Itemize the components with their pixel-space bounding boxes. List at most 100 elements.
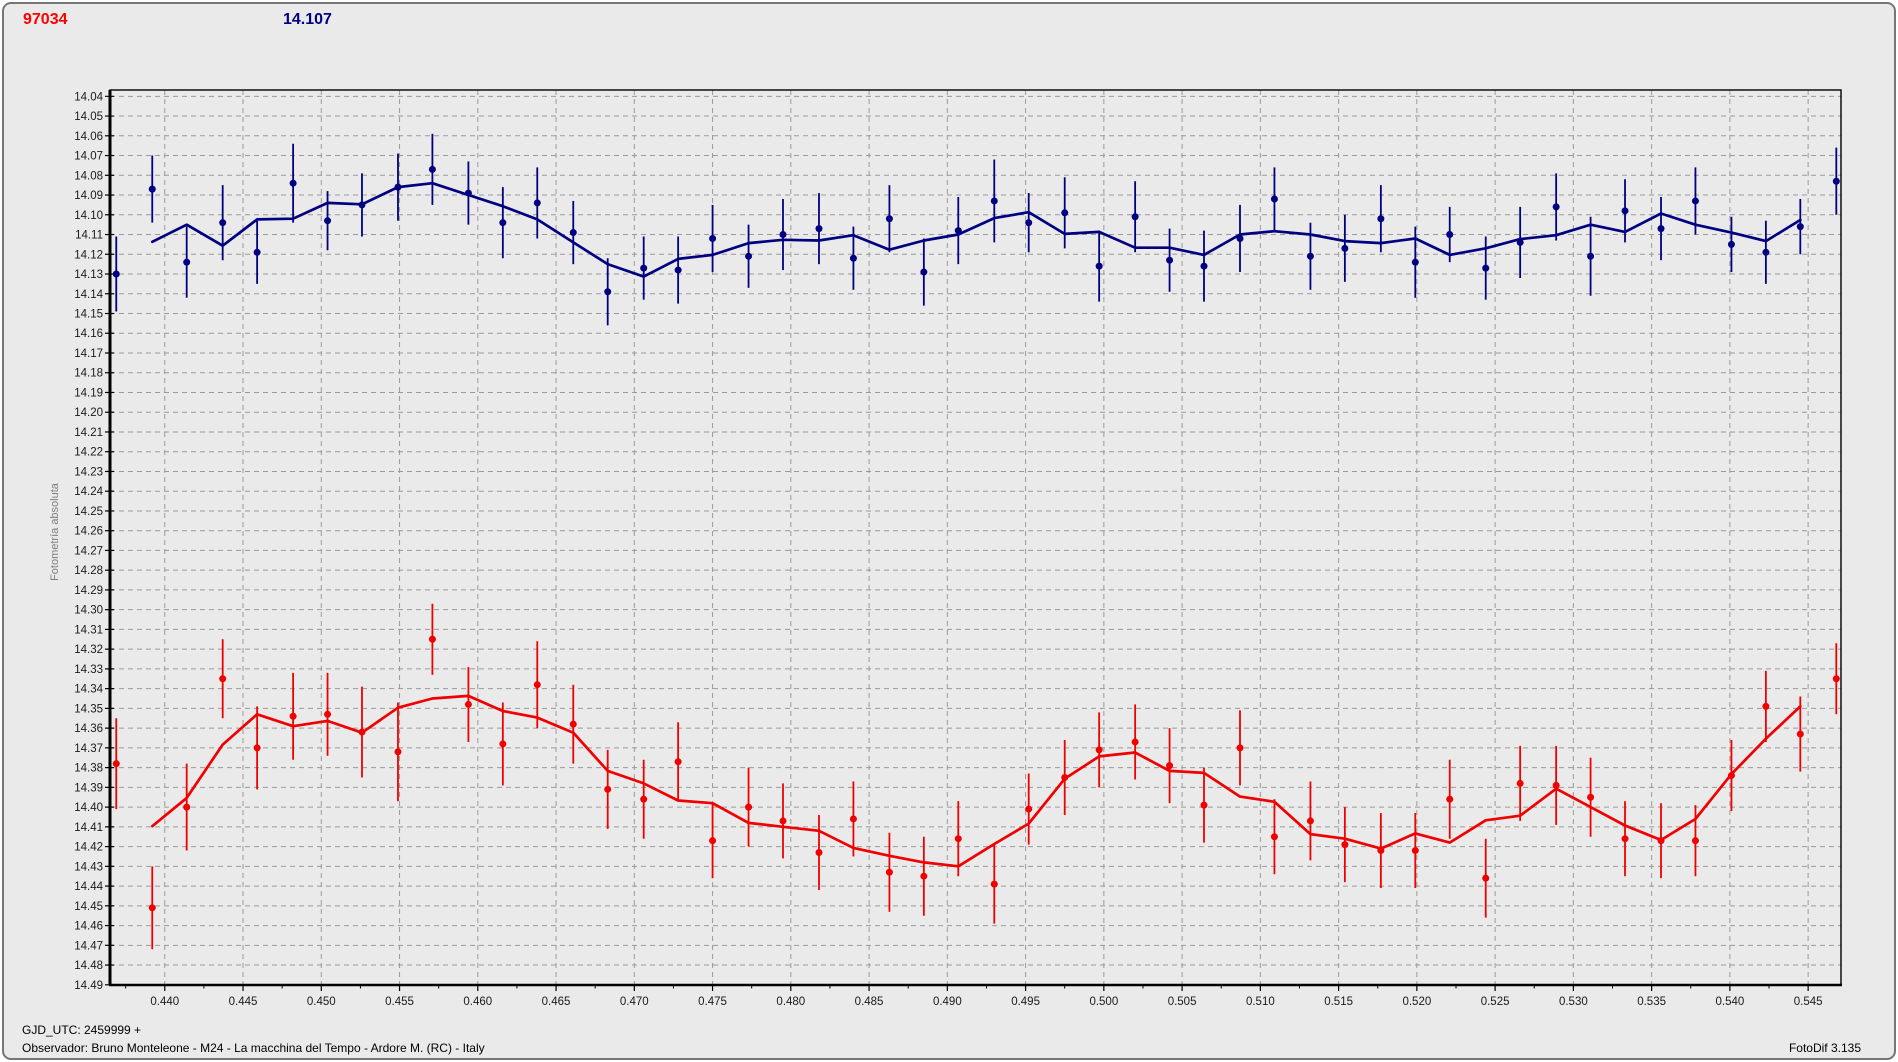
footer-observer: Observador: Bruno Monteleone - M24 - La … xyxy=(22,1041,485,1055)
y-tick-label: 14.11 xyxy=(75,230,103,242)
blue-data-point xyxy=(640,264,648,272)
y-tick-label: 14.34 xyxy=(74,684,103,696)
blue-data-point xyxy=(1131,213,1139,221)
y-tick-label: 14.13 xyxy=(74,269,103,281)
blue-data-point xyxy=(1166,256,1174,264)
y-tick-label: 14.44 xyxy=(74,881,103,893)
y-tick-label: 14.30 xyxy=(74,605,103,617)
x-tick-label: 0.540 xyxy=(1715,996,1744,1008)
red-data-point xyxy=(1236,744,1244,752)
grid-layer xyxy=(110,90,1841,986)
x-tick-label: 0.475 xyxy=(698,996,727,1008)
y-tick-label: 14.40 xyxy=(74,802,103,814)
blue-data-point xyxy=(1306,252,1314,260)
y-tick-label: 14.42 xyxy=(74,842,103,854)
blue-data-point xyxy=(1691,197,1699,205)
red-data-point xyxy=(1832,675,1840,683)
blue-data-point xyxy=(1482,264,1490,272)
blue-data-point xyxy=(289,179,297,187)
red-data-point xyxy=(920,872,928,880)
blue-data-point xyxy=(815,225,823,233)
blue-series-trend-line xyxy=(150,181,1802,278)
blue-data-point xyxy=(885,215,893,223)
y-tick-label: 14.31 xyxy=(74,624,103,636)
red-data-point xyxy=(709,837,717,845)
blue-data-point xyxy=(709,234,717,242)
red-series-error-bars xyxy=(115,603,1838,950)
footer-app-version: FotoDif 3.135 xyxy=(1788,1041,1861,1055)
blue-data-point xyxy=(1762,248,1770,256)
x-tick-label: 0.505 xyxy=(1168,996,1197,1008)
red-data-point xyxy=(1025,805,1033,813)
y-axis-title: Fotometría absoluta xyxy=(49,483,61,581)
y-tick-label: 14.43 xyxy=(74,861,103,873)
object-id-label: 97034 xyxy=(23,11,68,28)
red-data-point xyxy=(1762,702,1770,710)
y-tick-label: 14.07 xyxy=(74,151,103,163)
red-data-point xyxy=(640,795,648,803)
mean-magnitude-label: 14.107 xyxy=(283,11,332,28)
red-series-points xyxy=(112,635,1840,912)
blue-data-point xyxy=(1377,215,1385,223)
y-tick-label: 14.29 xyxy=(74,585,103,597)
red-data-point xyxy=(1411,847,1419,855)
red-data-point xyxy=(1341,841,1349,849)
red-data-point xyxy=(569,720,577,728)
y-tick-label: 14.22 xyxy=(74,447,103,459)
red-data-point xyxy=(604,785,612,793)
y-tick-label: 14.26 xyxy=(74,526,103,538)
y-tick-label: 14.39 xyxy=(74,782,103,794)
red-data-point xyxy=(148,904,156,912)
y-tick-label: 14.24 xyxy=(74,486,103,498)
x-tick-label: 0.515 xyxy=(1324,996,1353,1008)
y-tick-label: 14.27 xyxy=(74,545,103,557)
x-tick-label: 0.470 xyxy=(620,996,649,1008)
red-data-point xyxy=(674,758,682,766)
red-data-point xyxy=(1482,874,1490,882)
y-tick-label: 14.33 xyxy=(74,664,103,676)
blue-data-point xyxy=(183,258,191,266)
blue-data-point xyxy=(112,270,120,278)
y-tick-label: 14.18 xyxy=(74,368,103,380)
red-data-point xyxy=(1306,817,1314,825)
red-data-point xyxy=(1095,746,1103,754)
blue-data-point xyxy=(1727,240,1735,248)
y-tick-label: 14.06 xyxy=(74,131,103,143)
y-tick-label: 14.15 xyxy=(74,309,103,321)
y-tick-label: 14.35 xyxy=(74,703,103,715)
blue-series-points xyxy=(112,165,1840,296)
blue-data-point xyxy=(1411,258,1419,266)
blue-data-point xyxy=(674,266,682,274)
red-data-point xyxy=(1587,793,1595,801)
red-data-point xyxy=(112,760,120,768)
x-tick-label: 0.485 xyxy=(855,996,884,1008)
red-data-point xyxy=(1166,762,1174,770)
y-tick-label: 14.12 xyxy=(74,249,103,261)
blue-data-point xyxy=(1446,231,1454,239)
blue-data-point xyxy=(569,229,577,237)
y-tick-label: 14.19 xyxy=(74,387,103,399)
red-data-point xyxy=(849,815,857,823)
y-tick-label: 14.46 xyxy=(74,921,103,933)
red-data-point xyxy=(745,803,753,811)
blue-data-point xyxy=(533,199,541,207)
x-tick-label: 0.460 xyxy=(463,996,492,1008)
blue-data-point xyxy=(1061,209,1069,217)
y-tick-label: 14.05 xyxy=(74,111,103,123)
blue-data-point xyxy=(1657,225,1665,233)
red-data-point xyxy=(289,712,297,720)
photometry-chart: 14.04 14.05 14.06 14.07 14.08 14.09 14.10 14.11… xyxy=(74,89,1842,1008)
y-tick-label: 14.25 xyxy=(74,506,103,518)
y-tick-label: 14.32 xyxy=(74,644,103,656)
red-data-point xyxy=(1200,801,1208,809)
y-tick-label: 14.10 xyxy=(74,210,103,222)
y-tick-label: 14.14 xyxy=(74,289,103,301)
blue-data-point xyxy=(779,231,787,239)
y-tick-label: 14.41 xyxy=(74,822,103,834)
blue-data-point xyxy=(1025,219,1033,227)
red-data-point xyxy=(464,700,472,708)
red-data-point xyxy=(499,740,507,748)
y-tick-label: 14.36 xyxy=(74,723,103,735)
y-tick-label: 14.38 xyxy=(74,763,103,775)
red-data-point xyxy=(324,710,332,718)
